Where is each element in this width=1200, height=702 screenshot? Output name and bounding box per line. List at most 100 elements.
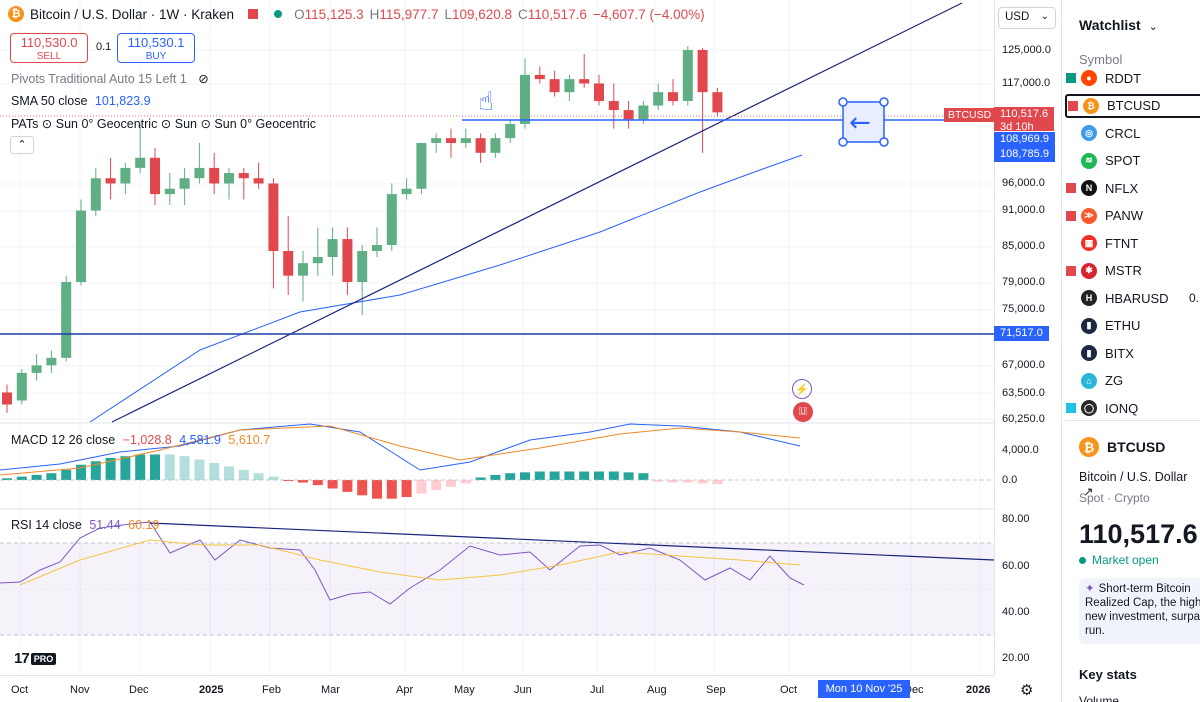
time-tick: Oct	[780, 684, 798, 696]
candle-body	[312, 257, 323, 264]
candle-body	[90, 178, 101, 211]
sell-button[interactable]: 110,530.0 SELL	[10, 33, 88, 63]
tradingview-logo[interactable]: 17 PRO	[14, 650, 57, 667]
spread-value: 0.1	[96, 41, 112, 53]
eye-hidden-icon[interactable]: ⊘	[198, 72, 209, 86]
rsi-ma-value: 60.19	[128, 518, 160, 532]
flag-marker-icon[interactable]	[1066, 348, 1076, 358]
macd-tick: 0.0	[1002, 474, 1018, 486]
symbol-title[interactable]: Bitcoin / U.S. Dollar · 1W · Kraken	[30, 6, 235, 22]
btcusd-price-tag: BTCUSD	[944, 108, 996, 122]
currency-dropdown[interactable]: USD ⌄	[998, 7, 1056, 29]
candle-body	[209, 167, 220, 184]
external-link-icon[interactable]: ↗	[1083, 485, 1094, 499]
candle-body	[135, 157, 146, 168]
circle-icon: ◎	[1081, 125, 1097, 141]
macd-legend[interactable]: MACD 12 26 close −1,028.8 4,581.9 5,610.…	[11, 433, 270, 447]
chart-area[interactable]: ☝ ← ₿ Bitcoin / U.S. Dollar · 1W · Kraken…	[0, 0, 1062, 702]
price-tick: 63,500.0	[1002, 387, 1045, 399]
flag-marker-icon[interactable]	[1066, 293, 1076, 303]
candle-body	[120, 167, 131, 184]
collapse-legend-button[interactable]: ⌃	[10, 136, 34, 154]
news-summary[interactable]: ✦ Short-term Bitcoin Realized Cap, the hi…	[1079, 578, 1200, 644]
watchlist-item-zg[interactable]: ⌂ ZG	[1065, 369, 1200, 393]
macd-histogram-bar	[268, 476, 279, 480]
macd-histogram-bar	[164, 454, 175, 480]
watchlist-item-ethu[interactable]: ▮ ETHU	[1065, 314, 1200, 338]
flag-marker-icon[interactable]	[1066, 403, 1076, 413]
watchlist-item-hbarusd[interactable]: H HBARUSD 0.	[1065, 286, 1200, 310]
macd-histogram-bar	[520, 472, 530, 480]
flag-marker-icon[interactable]	[1066, 238, 1076, 248]
macd-histogram-bar	[431, 480, 442, 491]
candle-body	[697, 50, 708, 93]
price-tick: 91,000.0	[1002, 204, 1045, 216]
time-tick: Dec	[129, 684, 149, 696]
watchlist-symbol: HBARUSD	[1105, 290, 1169, 306]
candle-body	[431, 138, 442, 143]
candle-body	[534, 74, 545, 80]
time-tick: Aug	[647, 684, 667, 696]
flag-marker-icon[interactable]	[1066, 265, 1076, 276]
rsi-tick: 60.00	[1002, 560, 1030, 572]
sell-price: 110,530.0	[20, 35, 78, 50]
macd-histogram-bar	[505, 473, 516, 480]
macd-histogram-bar	[342, 480, 353, 492]
detail-symbol[interactable]: ₿ BTCUSD	[1079, 437, 1165, 457]
us-flag-event-icon[interactable]: 🇺	[793, 402, 813, 422]
pats-legend[interactable]: PATs ⊙ Sun 0° Geocentric ⊙ Sun ⊙ Sun 0° …	[11, 116, 316, 131]
macd-histogram-bar	[623, 472, 634, 480]
pats-label: PATs ⊙ Sun 0° Geocentric ⊙ Sun ⊙ Sun 0° …	[11, 117, 316, 131]
symbol-column-header[interactable]: Symbol	[1079, 52, 1123, 67]
candle-body	[623, 110, 634, 120]
flag-marker-icon[interactable]	[1066, 376, 1076, 386]
macd-signal-value: 5,610.7	[228, 433, 271, 447]
flag-marker-icon[interactable]	[1066, 156, 1076, 166]
watchlist-sidebar: Watchlist ⌄ Symbol ● RDDT ₿ BTCUSD ◎ CRCL ≋ SPO…	[1063, 0, 1200, 702]
macd-histogram-bar	[534, 471, 545, 480]
sma-legend[interactable]: SMA 50 close 101,823.9	[11, 94, 151, 108]
watchlist-item-ftnt[interactable]: ▦ FTNT	[1065, 231, 1200, 255]
rsi-legend[interactable]: RSI 14 close 51.44 60.19	[11, 518, 159, 532]
candle-body	[668, 92, 678, 102]
gear-icon[interactable]: ⚙	[1020, 682, 1034, 699]
macd-histogram-bar	[238, 469, 249, 480]
ohlc-low: L109,620.8	[444, 6, 513, 22]
flag-marker-icon[interactable]	[1066, 210, 1076, 221]
detail-name[interactable]: Bitcoin / U.S. Dollar ↗	[1079, 470, 1200, 499]
flag-icon[interactable]	[248, 9, 259, 19]
candle-body	[31, 365, 42, 373]
selection-handle	[879, 97, 889, 107]
watchlist-symbol: IONQ	[1105, 400, 1139, 416]
flag-marker-icon[interactable]	[1066, 128, 1076, 138]
macd-histogram-bar	[312, 480, 323, 486]
watchlist-item-btcusd[interactable]: ₿ BTCUSD	[1065, 93, 1200, 118]
watchlist-item-nflx[interactable]: N NFLX	[1065, 176, 1200, 200]
flag-marker-icon[interactable]	[1066, 73, 1076, 83]
buy-button[interactable]: 110,530.1 BUY	[117, 33, 195, 63]
time-axis[interactable]	[0, 675, 994, 702]
flag-marker-icon[interactable]	[1066, 321, 1076, 331]
chart-canvas[interactable]: ☝←	[0, 0, 1062, 702]
pivots-legend[interactable]: Pivots Traditional Auto 15 Left 1 ⊘	[11, 71, 209, 86]
watchlist-item-rddt[interactable]: ● RDDT	[1065, 66, 1200, 90]
watchlist-item-crcl[interactable]: ◎ CRCL	[1065, 121, 1200, 145]
watchlist-item-panw[interactable]: ≫ PANW	[1065, 204, 1200, 228]
watchlist-item-bitx[interactable]: ▮ BITX	[1065, 341, 1200, 365]
watchlist-item-spot[interactable]: ≋ SPOT	[1065, 149, 1200, 173]
symbol-header[interactable]: ₿ Bitcoin / U.S. Dollar · 1W · Kraken O1…	[8, 6, 705, 22]
market-status-icon	[274, 10, 283, 18]
watchlist-title[interactable]: Watchlist ⌄	[1079, 17, 1158, 33]
macd-histogram-bar	[564, 471, 575, 480]
lightning-event-icon[interactable]: ⚡	[792, 379, 812, 399]
fortinet-icon: ▦	[1081, 235, 1097, 251]
time-tick: Feb	[262, 684, 281, 696]
flag-marker-icon[interactable]	[1068, 100, 1078, 111]
watchlist-item-mstr[interactable]: ✱ MSTR	[1065, 259, 1200, 283]
watchlist-symbol: RDDT	[1105, 70, 1142, 86]
price-tick: 125,000.0	[1002, 44, 1051, 56]
macd-histogram-bar	[224, 466, 234, 480]
flag-marker-icon[interactable]	[1066, 183, 1076, 193]
watchlist-item-ionq[interactable]: ◯ IONQ	[1065, 396, 1200, 420]
